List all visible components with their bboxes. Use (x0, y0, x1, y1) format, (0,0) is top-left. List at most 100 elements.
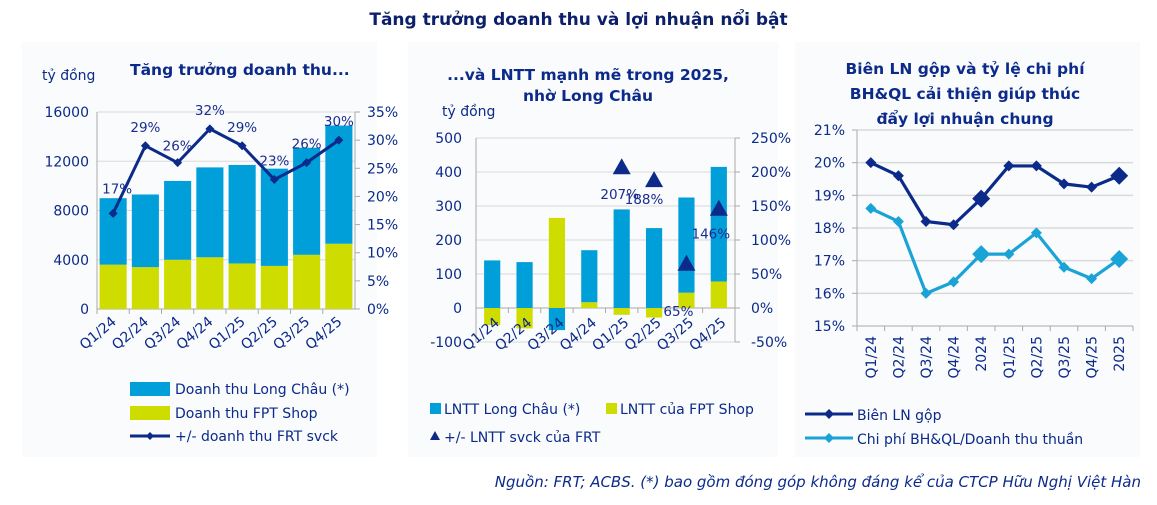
y-tick-label: 400 (435, 165, 462, 181)
x-tick-label: Q4/25 (687, 315, 730, 355)
legend-swatch-long-chau (430, 403, 441, 414)
y2-tick-label: 50% (751, 267, 782, 283)
bar-fpt-shop (325, 243, 353, 309)
x-tick-label: Q3/25 (1057, 336, 1073, 378)
legend-label: LNTT Long Châu (*) (444, 402, 580, 418)
bar-long-chau (678, 197, 695, 293)
x-tick-label: Q4/25 (303, 314, 346, 354)
bar-fpt-shop (228, 263, 256, 309)
bar-fpt-shop (293, 254, 321, 309)
annual-marker (1110, 166, 1129, 185)
y-tick-label: 15% (814, 319, 845, 335)
bar-fpt-shop (710, 281, 727, 308)
y-axis-unit: tỷ đồng (42, 67, 95, 84)
chart-title-line-1: Biên LN gộp và tỷ lệ chi phí (845, 60, 1085, 78)
x-tick-label: 2025 (1112, 336, 1128, 372)
chart-title-line-2: nhờ Long Châu (523, 87, 653, 105)
y-tick-label: 16000 (44, 105, 89, 121)
quarter-marker (1030, 227, 1042, 239)
growth-line (111, 127, 340, 214)
y2-tick-label: 0% (367, 302, 389, 318)
y-tick-label: -100 (430, 335, 462, 351)
x-tick-label: Q1/24 (864, 336, 880, 379)
y2-tick-label: 20% (367, 189, 398, 205)
y-tick-label: 17% (814, 254, 845, 270)
growth-label: 32% (195, 103, 225, 119)
annual-marker (1110, 250, 1129, 269)
y2-tick-label: 15% (367, 218, 398, 234)
growth-label: 17% (102, 181, 132, 197)
legend-marker (824, 433, 834, 443)
quarter-marker (892, 170, 904, 182)
x-tick-label: Q2/25 (1029, 336, 1045, 378)
y-tick-label: 0 (80, 302, 89, 318)
quarter-marker (892, 215, 904, 227)
y-tick-label: 19% (814, 188, 845, 204)
growth-label: 26% (292, 137, 322, 153)
growth-marker (140, 141, 150, 151)
growth-label: 146% (692, 227, 731, 243)
legend-triangle-icon (430, 431, 440, 440)
x-tick-label: Q4/25 (1085, 336, 1101, 378)
legend-label: Chi phí BH&QL/Doanh thu thuần (857, 432, 1083, 448)
y-tick-label: 21% (814, 123, 845, 139)
bar-fpt-shop (516, 308, 533, 329)
quarter-marker (865, 157, 877, 169)
x-tick-label: Q1/25 (1002, 336, 1018, 378)
growth-label: 65% (663, 304, 693, 320)
y-tick-label: 200 (435, 233, 462, 249)
legend-label: LNTT của FPT Shop (620, 402, 754, 418)
bar-fpt-shop (548, 217, 566, 308)
bar-long-chau (581, 250, 598, 303)
y2-tick-label: 30% (367, 133, 398, 149)
growth-label: 30% (324, 114, 354, 130)
growth-label: 23% (259, 154, 289, 170)
y-tick-label: 12000 (44, 154, 89, 170)
y-tick-label: 20% (814, 156, 845, 172)
bar-fpt-shop (99, 264, 127, 309)
bar-long-chau (613, 209, 630, 308)
x-tick-label: Q2/24 (891, 336, 907, 379)
legend-swatch-fpt-shop (606, 403, 617, 414)
x-tick-label: Q2/25 (622, 315, 665, 355)
y-axis-unit: tỷ đồng (442, 103, 495, 120)
y-tick-label: 8000 (53, 204, 89, 220)
sga-ratio-line (870, 206, 1121, 296)
bar-long-chau (645, 228, 663, 308)
bar-fpt-shop (484, 308, 501, 325)
quarter-marker (920, 215, 932, 227)
legend-label: +/- doanh thu FRT svck (175, 429, 339, 445)
growth-marker (302, 158, 312, 168)
y2-tick-label: 10% (367, 246, 398, 262)
quarter-marker (948, 219, 960, 231)
quarter-marker (948, 276, 960, 288)
gross-margin-line (870, 161, 1120, 227)
y2-tick-label: 100% (751, 233, 791, 249)
margin-chart-panel: Biên LN gộp và tỷ lệ chi phí BH&QL cải th… (795, 42, 1140, 457)
annual-marker (972, 189, 991, 208)
bar-long-chau (516, 262, 533, 308)
quarter-marker (1086, 273, 1098, 285)
bar-fpt-shop (645, 308, 663, 318)
legend-label: Doanh thu FPT Shop (175, 406, 318, 422)
annual-marker (972, 245, 991, 264)
bar-long-chau (99, 198, 127, 265)
bar-long-chau (196, 167, 224, 258)
bar-long-chau (548, 308, 566, 331)
bar-long-chau (260, 168, 288, 266)
y-tick-label: 500 (435, 131, 462, 147)
growth-label: 29% (227, 120, 257, 136)
y-tick-label: 0 (453, 301, 462, 317)
legend-label: Doanh thu Long Châu (*) (175, 382, 350, 398)
y2-tick-label: 0% (751, 301, 773, 317)
main-title: Tăng trưởng doanh thu và lợi nhuận nổi b… (369, 10, 788, 30)
chart-title-line-3: đẩy lợi nhuận chung (876, 109, 1053, 128)
quarter-marker (920, 287, 932, 299)
legend-label: +/- LNTT svck của FRT (444, 430, 601, 446)
y2-tick-label: 200% (751, 165, 791, 181)
legend-marker (146, 432, 154, 440)
growth-label: 207% (600, 187, 639, 203)
quarter-marker (1003, 248, 1015, 260)
y2-tick-label: 35% (367, 105, 398, 121)
legend-swatch-long-chau (130, 382, 170, 396)
